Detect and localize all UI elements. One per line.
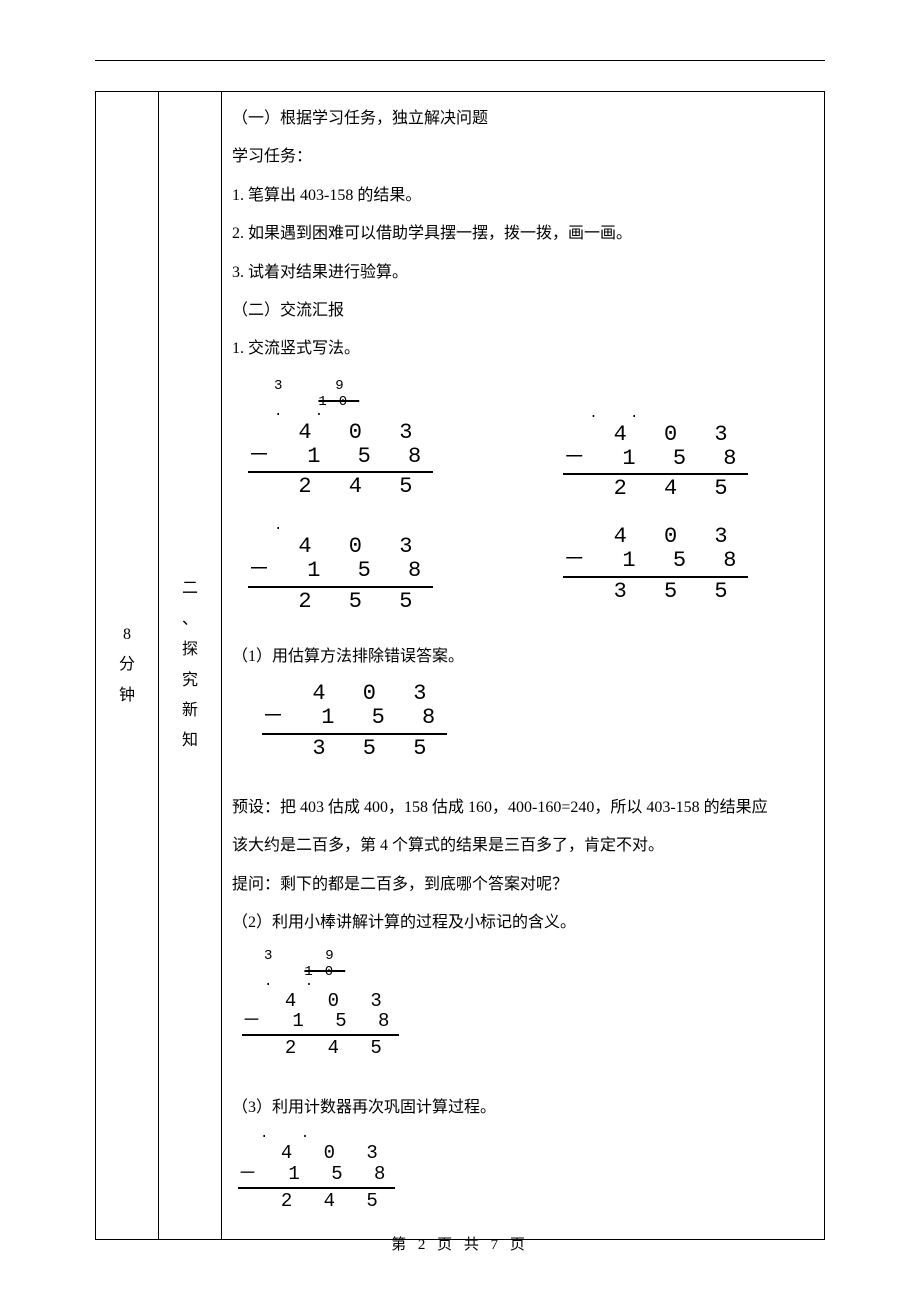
calc-b-top: 4 0 3 <box>614 422 740 447</box>
stage-char-6: 知 <box>169 726 211 756</box>
calc-d-top: 4 0 3 <box>614 524 740 549</box>
page-footer: 第 2 页 共 7 页 <box>0 1233 920 1254</box>
time-cell: 8 分 钟 <box>96 92 159 1240</box>
point-2-label: （2）利用小棒讲解计算的过程及小标记的含义。 <box>232 904 814 942</box>
calc-c-top: 4 0 3 <box>298 534 424 559</box>
calc-a-sub: － 1 5 8 <box>248 444 433 469</box>
point-1-label: （1）用估算方法排除错误答案。 <box>232 638 814 676</box>
section-1-title: （一）根据学习任务，独立解决问题 <box>232 100 814 138</box>
calc-row-1: 3 9 10 · · 4 0 3 － 1 5 8 2 4 5 · · 4 0 3… <box>248 379 814 502</box>
stage-char-5: 新 <box>169 696 211 726</box>
calc-g-res: 2 4 5 <box>281 1190 388 1212</box>
calc-g: · · 4 0 3 － 1 5 8 2 4 5 <box>238 1133 395 1212</box>
calc-f-carry-3: 3 <box>264 948 284 964</box>
calc-c: · 4 0 3 － 1 5 8 2 5 5 <box>248 525 433 614</box>
calc-f-res: 2 4 5 <box>285 1037 392 1059</box>
task-3: 3. 试着对结果进行验算。 <box>232 254 814 292</box>
calc-g-top: 4 0 3 <box>281 1142 388 1164</box>
calc-b-sub: － 1 5 8 <box>563 446 748 471</box>
lesson-table: 8 分 钟 二 、 探 究 新 知 （一）根据学习任务，独立解决问题 学习任务： <box>95 91 825 1240</box>
calc-d-sub: － 1 5 8 <box>563 548 748 573</box>
content-cell: （一）根据学习任务，独立解决问题 学习任务： 1. 笔算出 403-158 的结… <box>222 92 825 1240</box>
task-1: 1. 笔算出 403-158 的结果。 <box>232 177 814 215</box>
time-char-3: 钟 <box>106 681 148 711</box>
calc-e-res: 3 5 5 <box>312 736 438 761</box>
calc-f-top: 4 0 3 <box>285 990 392 1012</box>
stage-char-2: 、 <box>169 605 211 635</box>
calc-row-2: · 4 0 3 － 1 5 8 2 5 5 4 0 3 － 1 5 8 3 5 … <box>248 525 814 614</box>
calc-b: · · 4 0 3 － 1 5 8 2 4 5 <box>563 413 748 502</box>
calc-e-sub: － 1 5 8 <box>262 705 447 730</box>
stage-char-3: 探 <box>169 635 211 665</box>
top-horizontal-rule <box>95 60 825 61</box>
calc-a: 3 9 10 · · 4 0 3 － 1 5 8 2 4 5 <box>248 379 433 502</box>
calc-a-carry-3: 3 <box>274 378 294 394</box>
calc-a-top: 4 0 3 <box>298 420 424 445</box>
preset-line-1: 预设：把 403 估成 400，158 估成 160，400-160=240，所… <box>232 789 814 827</box>
calc-c-res: 2 5 5 <box>298 589 424 614</box>
point-3-label: （3）利用计数器再次巩固计算过程。 <box>232 1089 814 1127</box>
stage-char-4: 究 <box>169 666 211 696</box>
section-2-title: （二）交流汇报 <box>232 292 814 330</box>
calc-e: 4 0 3 － 1 5 8 3 5 5 <box>262 682 447 761</box>
preset-line-2: 该大约是二百多，第 4 个算式的结果是三百多了，肯定不对。 <box>232 827 814 865</box>
calc-d: 4 0 3 － 1 5 8 3 5 5 <box>563 525 748 614</box>
time-char-1: 8 <box>106 620 148 650</box>
calc-f-sub: － 1 5 8 <box>242 1010 399 1032</box>
stage-cell: 二 、 探 究 新 知 <box>159 92 222 1240</box>
calc-a-carry-9: 9 <box>335 378 355 394</box>
task-2: 2. 如果遇到困难可以借助学具摆一摆，拨一拨，画一画。 <box>232 215 814 253</box>
task-label: 学习任务： <box>232 138 814 176</box>
calc-a-res: 2 4 5 <box>298 474 424 499</box>
question-line: 提问：剩下的都是二百多，到底哪个答案对呢？ <box>232 866 814 904</box>
time-char-2: 分 <box>106 650 148 680</box>
calc-e-top: 4 0 3 <box>312 681 438 706</box>
stage-char-1: 二 <box>169 574 211 604</box>
section-2-item-1: 1. 交流竖式写法。 <box>232 330 814 368</box>
calc-c-sub: － 1 5 8 <box>248 558 433 583</box>
calc-g-sub: － 1 5 8 <box>238 1163 395 1185</box>
calc-f-carry-9: 9 <box>325 948 345 964</box>
calc-b-res: 2 4 5 <box>614 476 740 501</box>
calc-d-res: 3 5 5 <box>614 579 740 604</box>
calc-f: 3 9 10 · · 4 0 3 － 1 5 8 2 4 5 <box>242 949 399 1060</box>
